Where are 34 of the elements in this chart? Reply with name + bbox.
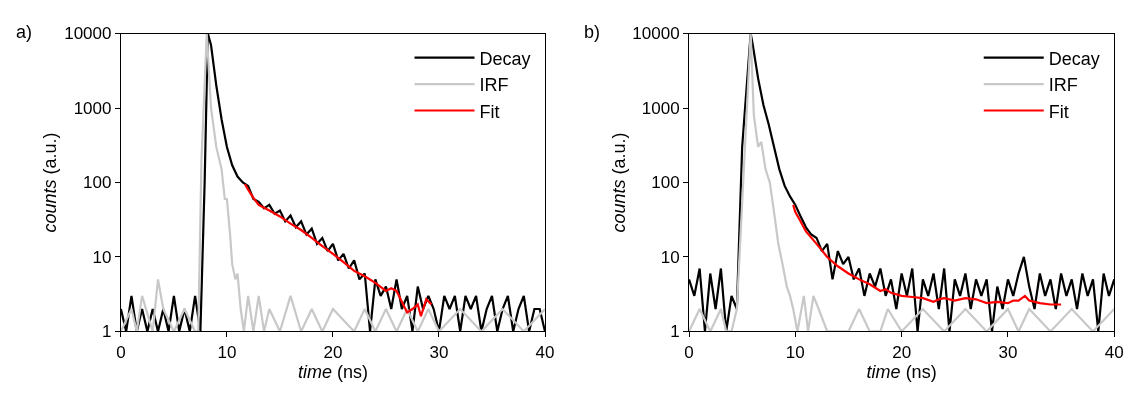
y-tick-label: 1000: [73, 98, 112, 118]
x-tick-label: 0: [116, 342, 126, 362]
legend-label: IRF: [1048, 75, 1078, 96]
line-series: [792, 203, 1063, 306]
y-tick-label: 10: [92, 247, 112, 267]
x-tick-label: 30: [998, 342, 1018, 362]
y-tick-label: 10: [660, 247, 680, 267]
y-tick-label: 100: [651, 173, 680, 193]
legend-label: IRF: [479, 75, 509, 96]
x-tick-label: 10: [785, 342, 805, 362]
y-tick-label: 1: [670, 322, 680, 342]
line-series: [243, 183, 433, 318]
x-tick-label: 40: [1104, 342, 1124, 362]
y-axis-title: counts (a.u.): [40, 132, 61, 233]
chart-title: b): [584, 22, 601, 42]
legend-label: Decay: [479, 48, 531, 69]
y-tick-label: 10000: [632, 24, 680, 44]
y-tick-label: 1000: [641, 98, 680, 118]
legend-label: Fit: [1048, 101, 1069, 122]
x-tick-label: 20: [892, 342, 912, 362]
legend-label: Fit: [479, 101, 500, 122]
x-tick-label: 20: [323, 342, 343, 362]
y-tick-label: 100: [83, 173, 112, 193]
x-tick-label: 0: [684, 342, 694, 362]
y-tick-label: 1: [102, 322, 112, 342]
x-axis-title: time (ns): [297, 361, 368, 382]
legend-label: Decay: [1048, 48, 1100, 69]
x-tick-label: 10: [217, 342, 237, 362]
y-tick-label: 10000: [64, 24, 112, 44]
y-axis-title: counts (a.u.): [608, 132, 629, 233]
x-axis-title: time (ns): [866, 361, 937, 382]
chart-title: a): [16, 22, 33, 42]
x-tick-label: 40: [535, 342, 555, 362]
x-tick-label: 30: [429, 342, 449, 362]
